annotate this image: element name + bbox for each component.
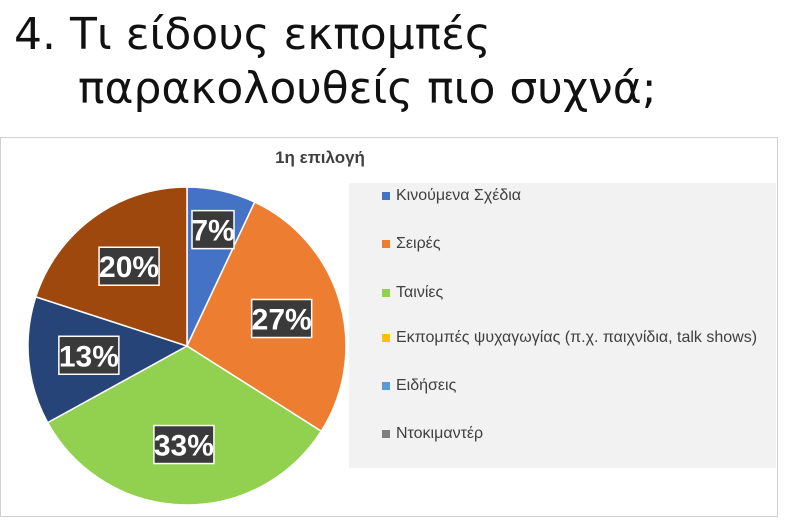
data-label-7: 13% bbox=[58, 335, 120, 376]
chart-title: 1η επιλογή bbox=[275, 148, 365, 167]
legend-label: Ντοκιμαντέρ bbox=[396, 425, 484, 442]
slide-title-line2: παρακολουθείς πιο συχνά; bbox=[78, 63, 657, 114]
legend-swatch bbox=[382, 289, 390, 297]
legend-item: Ντοκιμαντέρ bbox=[382, 423, 762, 444]
legend-swatch bbox=[382, 382, 390, 390]
data-label-box bbox=[191, 209, 235, 250]
data-label-text: 7% bbox=[191, 215, 234, 248]
data-label-box bbox=[153, 424, 215, 465]
legend-swatch bbox=[382, 334, 390, 342]
legend-label: Εκπομπές ψυχαγωγίας (π.χ. παιχνίδια, tal… bbox=[396, 329, 758, 346]
legend-item: Σειρές bbox=[382, 233, 762, 254]
legend-item: Ταινίες bbox=[382, 282, 762, 303]
legend-swatch bbox=[382, 192, 390, 200]
legend-label: Ταινίες bbox=[396, 284, 444, 301]
legend-label: Ειδήσεις bbox=[396, 377, 457, 394]
legend-item: Κινούμενα Σχέδια bbox=[382, 185, 762, 206]
data-label-text: 33% bbox=[154, 430, 214, 463]
legend-item: Ειδήσεις bbox=[382, 375, 762, 396]
legend bbox=[349, 183, 776, 468]
legend-swatch bbox=[382, 430, 390, 438]
slide-title: 4. Τι είδους εκπομπές παρακολουθείς πιο … bbox=[14, 8, 784, 116]
data-label-text: 13% bbox=[59, 340, 119, 373]
data-label-2: 27% bbox=[250, 298, 313, 339]
data-label-box bbox=[250, 298, 313, 339]
data-label-8: 20% bbox=[98, 246, 160, 286]
data-label-1: 7% bbox=[191, 209, 235, 250]
slide-title-line1: 4. Τι είδους εκπομπές bbox=[14, 9, 491, 60]
legend-label: Κινούμενα Σχέδια bbox=[396, 187, 522, 204]
data-label-text: 20% bbox=[99, 251, 159, 284]
legend-label: Σειρές bbox=[396, 235, 441, 252]
data-label-box bbox=[58, 335, 120, 376]
data-label-box bbox=[98, 246, 160, 286]
legend-swatch bbox=[382, 240, 390, 248]
legend-item: Εκπομπές ψυχαγωγίας (π.χ. παιχνίδια, tal… bbox=[382, 327, 762, 348]
data-label-3: 33% bbox=[153, 424, 215, 465]
data-label-text: 27% bbox=[252, 303, 312, 336]
